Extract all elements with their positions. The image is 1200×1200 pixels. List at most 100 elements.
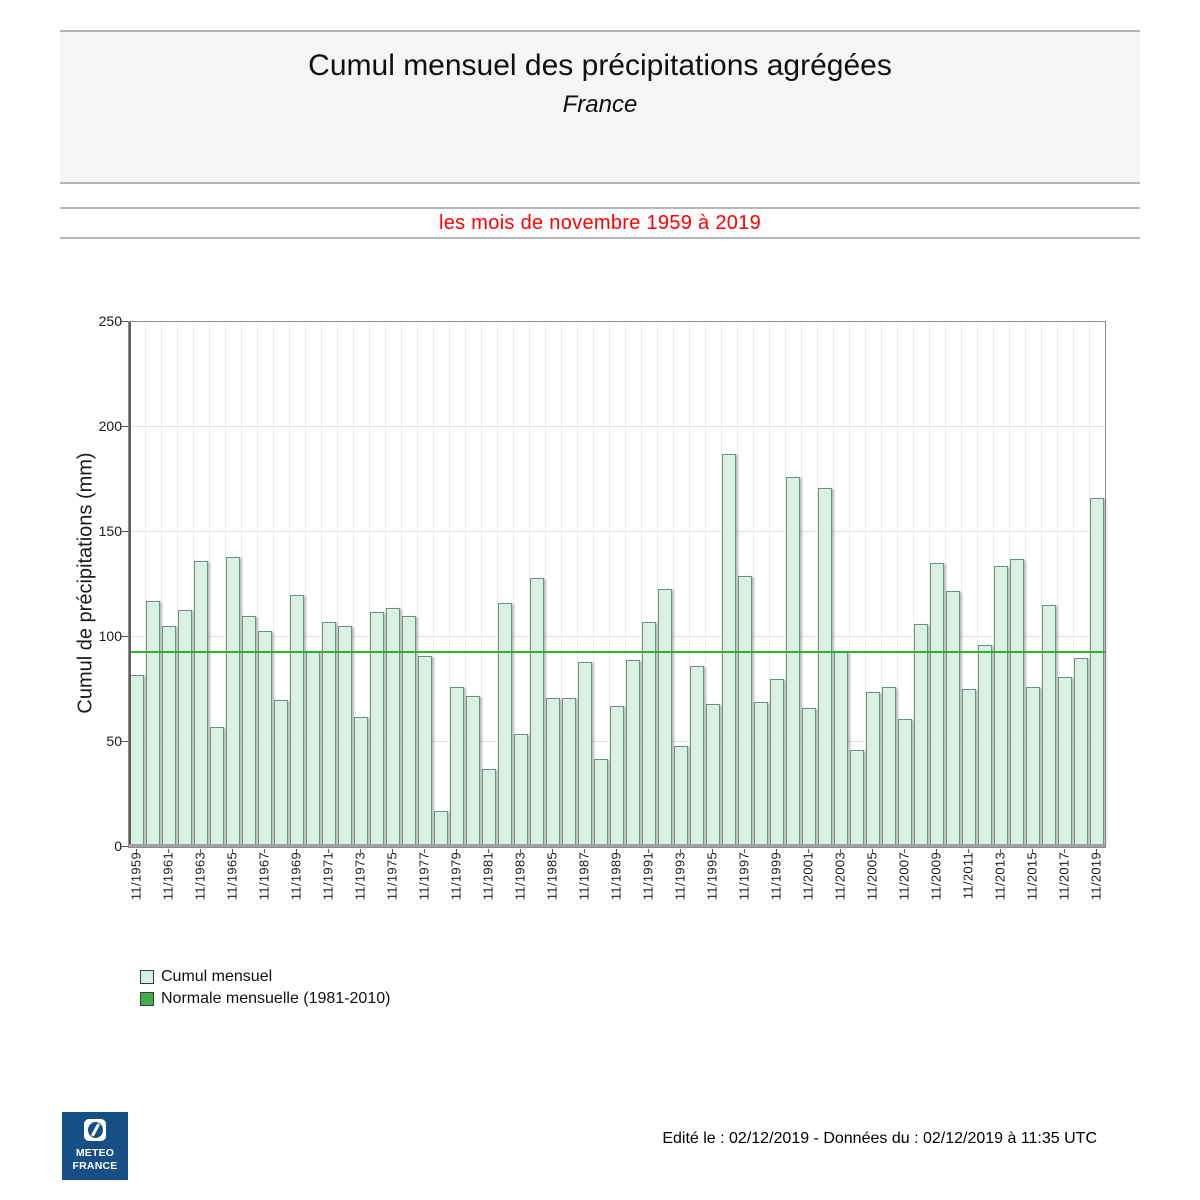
y-axis-title: Cumul de précipitations (mm) xyxy=(74,452,97,714)
gridline-v xyxy=(177,322,178,847)
gridline-v xyxy=(609,322,610,847)
x-tick-mark xyxy=(392,849,393,853)
gridline-v xyxy=(881,322,882,847)
x-tick-label: 11/1983 xyxy=(512,852,528,901)
gridline-v xyxy=(321,322,322,847)
bar-11-2003 xyxy=(834,652,848,847)
bar-11-1975 xyxy=(386,608,400,847)
bar-11-1984 xyxy=(530,578,544,847)
bar-11-1980 xyxy=(466,696,480,847)
x-tick-mark xyxy=(232,849,233,853)
gridline-v xyxy=(1089,322,1090,847)
x-tick-label: 11/2001 xyxy=(800,852,816,901)
x-tick-label: 11/1999 xyxy=(768,852,784,901)
gridline-v xyxy=(161,322,162,847)
x-tick-label: 11/2019 xyxy=(1088,852,1104,901)
bar-11-1985 xyxy=(546,698,560,847)
page-title: Cumul mensuel des précipitations agrégée… xyxy=(308,49,892,82)
bar-11-2002 xyxy=(818,488,832,847)
bar-11-1996 xyxy=(722,454,736,847)
gridline-v xyxy=(737,322,738,847)
x-tick-label: 11/1989 xyxy=(608,852,624,901)
gridline-v xyxy=(577,322,578,847)
x-tick-label: 11/1959 xyxy=(128,852,144,901)
bar-11-1995 xyxy=(706,704,720,847)
bar-11-1982 xyxy=(498,603,512,847)
x-tick-label: 11/1993 xyxy=(672,852,688,901)
gridline-v xyxy=(945,322,946,847)
bar-11-1965 xyxy=(226,557,240,847)
bar-11-2019 xyxy=(1090,498,1104,847)
bar-11-2007 xyxy=(898,719,912,847)
x-tick-mark xyxy=(264,849,265,853)
bar-11-1994 xyxy=(690,666,704,847)
gridline-v xyxy=(225,322,226,847)
bar-11-2005 xyxy=(866,692,880,847)
gridline-v xyxy=(977,322,978,847)
x-tick-mark xyxy=(712,849,713,853)
y-axis-line xyxy=(129,322,131,847)
x-tick-label: 11/1995 xyxy=(704,852,720,901)
gridline-v xyxy=(1073,322,1074,847)
bar-11-2008 xyxy=(914,624,928,847)
bar-11-2015 xyxy=(1026,687,1040,847)
legend-item-cumul: Cumul mensuel xyxy=(140,966,390,988)
bar-11-1987 xyxy=(578,662,592,847)
x-tick-label: 11/1969 xyxy=(288,852,304,901)
bar-11-2013 xyxy=(994,566,1008,847)
x-tick-mark xyxy=(424,849,425,853)
gridline-v xyxy=(417,322,418,847)
gridline-v xyxy=(193,322,194,847)
y-tick-label: 100 xyxy=(98,628,122,644)
x-tick-label: 11/1963 xyxy=(192,852,208,901)
gridline-v xyxy=(353,322,354,847)
gridline-v xyxy=(1009,322,1010,847)
gridline-v xyxy=(769,322,770,847)
period-text: les mois de novembre 1959 à 2019 xyxy=(438,211,762,234)
x-tick-mark xyxy=(296,849,297,853)
gridline-v xyxy=(865,322,866,847)
logo-text-france: FRANCE xyxy=(72,1159,118,1172)
bar-11-1979 xyxy=(450,687,464,847)
x-tick-label: 11/2005 xyxy=(864,852,880,901)
bar-11-1999 xyxy=(770,679,784,847)
gridline-v xyxy=(545,322,546,847)
bar-11-2000 xyxy=(786,477,800,847)
y-tick-mark xyxy=(121,426,128,427)
bar-11-1963 xyxy=(194,561,208,847)
x-tick-mark xyxy=(648,849,649,853)
bar-11-1998 xyxy=(754,702,768,847)
header: Cumul mensuel des précipitations agrégée… xyxy=(60,30,1140,184)
bar-11-1993 xyxy=(674,746,688,847)
gridline-v xyxy=(433,322,434,847)
gridline-v xyxy=(913,322,914,847)
gridline-v xyxy=(641,322,642,847)
bar-11-1962 xyxy=(178,610,192,847)
gridline-v xyxy=(929,322,930,847)
x-tick-label: 11/1973 xyxy=(352,852,368,901)
gridline-v xyxy=(513,322,514,847)
x-tick-label: 11/1979 xyxy=(448,852,464,901)
x-tick-mark xyxy=(808,849,809,853)
bar-11-1981 xyxy=(482,769,496,847)
bar-11-1978 xyxy=(434,811,448,847)
x-tick-mark xyxy=(968,849,969,853)
x-tick-mark xyxy=(584,849,585,853)
gridline-v xyxy=(993,322,994,847)
gridline-v xyxy=(593,322,594,847)
gridline-v xyxy=(385,322,386,847)
gridline-v xyxy=(833,322,834,847)
bar-11-1960 xyxy=(146,601,160,847)
x-tick-mark xyxy=(1064,849,1065,853)
x-tick-label: 11/1997 xyxy=(736,852,752,901)
plot-area xyxy=(128,321,1106,848)
y-tick-label: 200 xyxy=(98,418,122,434)
x-tick-mark xyxy=(1000,849,1001,853)
x-tick-label: 11/2003 xyxy=(832,852,848,901)
logo-text-meteo: METEO xyxy=(75,1147,115,1159)
gridline-v xyxy=(337,322,338,847)
x-tick-label: 11/2013 xyxy=(992,852,1008,901)
bar-11-2009 xyxy=(930,563,944,847)
legend-label-normale: Normale mensuelle (1981-2010) xyxy=(161,990,391,1007)
